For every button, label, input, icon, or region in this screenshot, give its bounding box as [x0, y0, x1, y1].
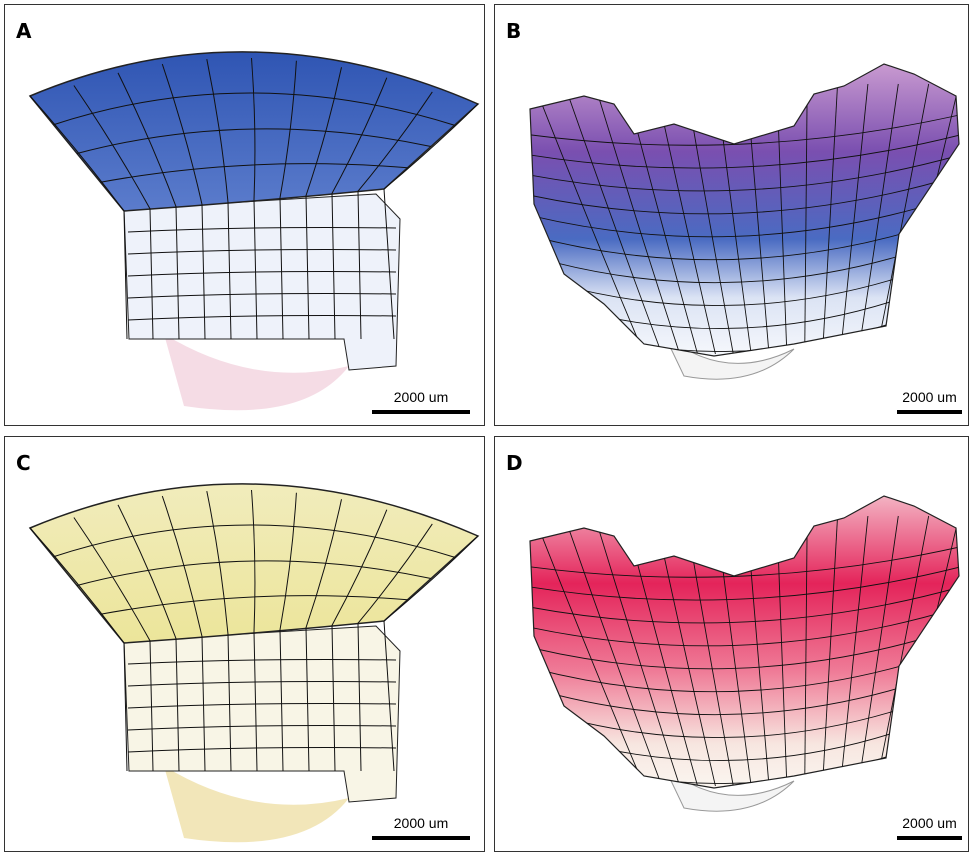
scale-bar-label: 2000 um [394, 815, 448, 831]
scale-bar-label: 2000 um [902, 389, 956, 405]
figure: A 2000 um B 2000 um C 2000 um D 2000 um [0, 0, 973, 856]
scale-bar [897, 410, 962, 414]
panel-label: C [16, 451, 31, 475]
panel-label: D [506, 451, 523, 475]
panel: C 2000 um [5, 437, 485, 852]
panel: D 2000 um [495, 437, 969, 852]
panel: B 2000 um [495, 5, 969, 426]
panel-label: A [16, 19, 32, 43]
panel: A 2000 um [5, 5, 485, 426]
scale-bar-label: 2000 um [394, 389, 448, 405]
scale-bar [897, 836, 962, 840]
scale-bar [372, 836, 470, 840]
scale-bar [372, 410, 470, 414]
panel-label: B [506, 19, 521, 43]
scale-bar-label: 2000 um [902, 815, 956, 831]
